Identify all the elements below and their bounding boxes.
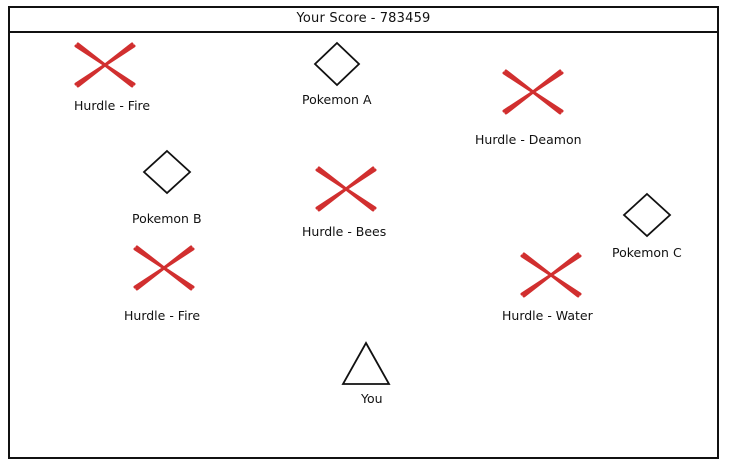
pokemon-a-label: Pokemon A (302, 92, 372, 107)
hurdle-fire-top-label: Hurdle - Fire (74, 98, 151, 113)
hurdle-fire-bottom[interactable] (131, 245, 197, 291)
hurdle-water[interactable] (518, 252, 584, 298)
player-label: You (361, 391, 383, 406)
red-x-icon (315, 166, 377, 212)
hurdle-deamon[interactable] (500, 69, 566, 115)
diamond-icon (313, 41, 361, 87)
hurdle-fire-bottom-label: Hurdle - Fire (124, 308, 201, 323)
red-x-icon (74, 42, 136, 88)
pokemon-b-label: Pokemon B (132, 211, 202, 226)
hurdle-water-label: Hurdle - Water (502, 308, 593, 323)
pokemon-c-label: Pokemon C (612, 245, 682, 260)
score-value: 783459 (379, 11, 431, 26)
diamond-icon (142, 149, 192, 195)
pokemon-a[interactable] (313, 41, 361, 87)
pokemon-b[interactable] (142, 149, 192, 195)
red-x-icon (133, 245, 195, 291)
score-label: Your Score (296, 11, 367, 26)
hurdle-fire-top[interactable] (72, 42, 138, 88)
score-separator: - (370, 11, 376, 26)
hurdle-bees-label: Hurdle - Bees (302, 224, 387, 239)
red-x-icon (520, 252, 582, 298)
diamond-icon (622, 192, 672, 238)
pokemon-c[interactable] (622, 192, 672, 238)
triangle-icon (341, 341, 391, 385)
player-you[interactable] (341, 341, 391, 387)
score-bar: Your Score -783459 (10, 8, 717, 33)
hurdle-deamon-label: Hurdle - Deamon (475, 132, 582, 147)
red-x-icon (502, 69, 564, 115)
hurdle-bees[interactable] (313, 166, 379, 212)
